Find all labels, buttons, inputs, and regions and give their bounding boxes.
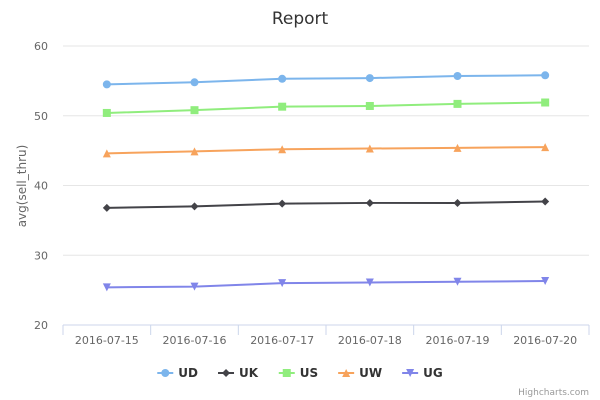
legend-marker (406, 369, 415, 377)
data-point[interactable] (453, 99, 462, 108)
data-point[interactable] (102, 203, 111, 212)
x-tick-label: 2016-07-20 (513, 334, 577, 347)
data-point[interactable] (190, 78, 199, 87)
y-axis-title: avg(sell_thru) (15, 145, 29, 228)
data-point[interactable] (190, 282, 199, 291)
data-point[interactable] (541, 71, 550, 80)
legend-marker (282, 369, 291, 377)
data-point[interactable] (453, 198, 462, 207)
x-tick-label: 2016-07-15 (75, 334, 139, 347)
y-tick-label: 40 (34, 180, 48, 193)
data-point[interactable] (365, 101, 374, 110)
legend-item-us[interactable]: US (278, 366, 318, 380)
data-point[interactable] (190, 147, 199, 156)
legend-label: UW (359, 366, 382, 380)
series-uw (102, 143, 550, 158)
series-line[interactable] (106, 101, 546, 114)
legend-item-ud[interactable]: UD (157, 366, 198, 380)
data-point[interactable] (278, 199, 287, 208)
data-point[interactable] (102, 80, 111, 89)
data-point[interactable] (453, 143, 462, 152)
legend-item-uw[interactable]: UW (338, 366, 382, 380)
data-point[interactable] (278, 102, 287, 111)
legend-marker (222, 369, 231, 377)
legend-label: US (300, 366, 318, 380)
data-point[interactable] (102, 108, 111, 117)
chart-title: Report (272, 9, 329, 29)
data-point[interactable] (365, 278, 374, 287)
y-axis-ticks: 20 30 40 50 60 (34, 40, 48, 332)
data-point[interactable] (453, 277, 462, 286)
series-uk (102, 197, 550, 212)
series-ug (102, 277, 550, 292)
data-point[interactable] (541, 277, 550, 286)
legend-label: UG (423, 366, 443, 380)
legend-marker (342, 369, 351, 377)
data-point[interactable] (190, 202, 199, 211)
x-tick-label: 2016-07-18 (338, 334, 402, 347)
data-point[interactable] (365, 74, 374, 83)
y-tick-label: 30 (34, 249, 48, 262)
series-line[interactable] (106, 280, 546, 289)
series-us (102, 98, 550, 117)
series-line[interactable] (106, 200, 546, 209)
legend: UD UK US UW UG (157, 366, 443, 380)
x-tick-label: 2016-07-16 (163, 334, 227, 347)
y-tick-label: 60 (34, 40, 48, 53)
credits-link[interactable]: Highcharts.com (518, 388, 589, 398)
x-tick-label: 2016-07-17 (250, 334, 314, 347)
data-point[interactable] (365, 198, 374, 207)
series-line[interactable] (106, 74, 546, 86)
data-point[interactable] (102, 149, 111, 158)
data-point[interactable] (190, 106, 199, 115)
y-tick-label: 50 (34, 110, 48, 123)
data-point[interactable] (278, 74, 287, 83)
series-ud (102, 71, 550, 89)
legend-item-uk[interactable]: UK (218, 366, 259, 380)
data-point[interactable] (102, 283, 111, 292)
legend-marker (161, 369, 170, 377)
x-axis: 2016-07-15 2016-07-16 2016-07-17 2016-07-18… (62, 324, 590, 347)
series-line[interactable] (106, 146, 546, 155)
legend-label: UK (239, 366, 259, 380)
data-point[interactable] (541, 98, 550, 107)
y-tick-label: 20 (34, 319, 48, 332)
y-gridlines (63, 45, 589, 256)
data-point[interactable] (541, 197, 550, 206)
data-point[interactable] (278, 279, 287, 288)
data-point[interactable] (365, 144, 374, 153)
legend-item-ug[interactable]: UG (402, 366, 443, 380)
legend-label: UD (178, 366, 198, 380)
data-point[interactable] (278, 145, 287, 154)
data-point[interactable] (541, 143, 550, 152)
data-point[interactable] (453, 71, 462, 80)
series-plot (102, 71, 550, 292)
x-tick-label: 2016-07-19 (426, 334, 490, 347)
